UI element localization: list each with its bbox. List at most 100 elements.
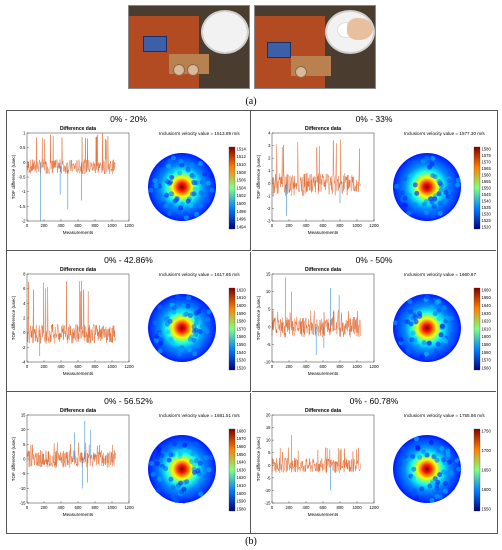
y-tick-label: -10 [19, 486, 26, 491]
disc-cell [444, 198, 450, 204]
colorbar-tick-label: 1590 [482, 342, 492, 347]
x-tick-label: 400 [303, 223, 311, 228]
disc-cell [177, 443, 183, 449]
plot-frame [271, 132, 375, 222]
disc-cell [430, 480, 436, 486]
disc-cell [205, 180, 211, 186]
x-tick-label: 200 [41, 364, 49, 369]
disc-cell [194, 211, 200, 217]
disc-cell [167, 210, 173, 216]
x-tick-label: 600 [320, 223, 328, 228]
disc-cell [158, 337, 164, 343]
disc-cell [177, 170, 183, 176]
disc-cell [188, 203, 193, 208]
x-tick-label: 1200 [369, 223, 379, 228]
disc-cell [438, 187, 444, 193]
colorbar-tick-label: 1535 [482, 205, 492, 210]
disc-cell [198, 305, 204, 311]
disc-cell [187, 313, 193, 318]
disc-cell [198, 334, 204, 340]
y-tick-label: -1 [267, 193, 271, 198]
x-tick-label: 800 [337, 505, 345, 510]
disc-cell [424, 294, 430, 300]
disc-cell [412, 338, 418, 344]
disc-cell [152, 178, 158, 184]
disc-cell [449, 315, 455, 321]
velocity-text: Inclusion's velocity value = 1513.89 m/s [159, 131, 240, 136]
panel-title: 0% - 42.86% [104, 255, 153, 265]
y-tick-label: 4 [23, 301, 26, 306]
colorbar-tick-label: 1504 [237, 185, 247, 190]
x-tick-label: 400 [58, 364, 66, 369]
difference-plot: Difference data TOF difference (usec) Meas… [11, 408, 247, 517]
colorbar-tick-label: 1550 [237, 342, 247, 347]
colorbar-tick-label: 1640 [482, 303, 492, 308]
y-tick-label: -5 [22, 471, 26, 476]
disc-cell [186, 347, 192, 353]
disc-cell [170, 155, 176, 161]
disc-cell [198, 491, 204, 497]
disc-cell [167, 180, 172, 186]
disc-cell [434, 457, 440, 463]
velocity-text: Inclusion's velocity value = 1617.65 m/s [159, 272, 240, 277]
caption-a: (a) [245, 96, 257, 107]
disc-cell [203, 455, 209, 461]
colorbar [473, 428, 481, 512]
disc-cell [169, 298, 175, 304]
y-tick-label: -1.5 [18, 204, 26, 209]
disc-cell [450, 485, 455, 491]
colorbar-tick-label: 1620 [482, 319, 492, 324]
y-tick-label: -0.5 [18, 175, 26, 180]
disc-cell [198, 203, 203, 209]
difference-plot: Difference data TOF difference (usec) Meas… [11, 126, 247, 235]
disc-cell [406, 452, 412, 458]
disc-cell [168, 336, 174, 342]
colorbar-tick-label: 1620 [237, 475, 247, 480]
disc-cell [167, 318, 173, 324]
y-tick-label: 1 [268, 168, 271, 173]
disc-cell [182, 442, 188, 448]
y-tick-label: 5 [23, 442, 26, 447]
disc-cell [174, 197, 180, 203]
colorbar-tick-label: 1580 [237, 319, 247, 324]
disc-cell [412, 202, 418, 208]
colorbar-tick-label: 1610 [482, 326, 492, 331]
disc-cell [185, 167, 191, 173]
y-tick-label: 2 [268, 156, 271, 161]
disc-cell [183, 215, 189, 221]
disc-cell [169, 169, 174, 175]
y-axis-label: TOF difference (usec) [11, 295, 16, 340]
series-line [26, 442, 116, 468]
colorbar-tick-label: 1508 [237, 170, 247, 175]
colorbar-tick-label: 1660 [237, 444, 247, 449]
y-tick-label: 20 [266, 413, 271, 418]
reconstruction-disc [148, 435, 216, 503]
y-tick-label: 15 [21, 413, 26, 418]
disc-cell [167, 448, 172, 454]
y-axis-label: TOF difference (usec) [11, 154, 16, 199]
disc-cell [399, 190, 405, 196]
disc-cell [170, 494, 176, 500]
disc-cell [414, 495, 420, 501]
disc-cell [415, 344, 420, 350]
disc-cell [173, 498, 179, 504]
colorbar-tick-label: 1560 [482, 172, 492, 177]
colorbar-tick-label: 1650 [237, 452, 247, 457]
disc-cell [450, 191, 456, 197]
disc-cell [181, 303, 187, 309]
caption-b: (b) [245, 536, 257, 547]
disc-cell [201, 483, 206, 489]
x-tick-label: 200 [286, 505, 294, 510]
x-tick-label: 600 [75, 364, 83, 369]
x-tick-label: 1000 [107, 223, 117, 228]
y-tick-label: 0.5 [20, 145, 26, 150]
disc-cell [185, 303, 191, 309]
disc-cell [191, 179, 197, 185]
y-tick-label: -10 [264, 360, 271, 365]
disc-cell [419, 486, 425, 492]
series-line [271, 447, 361, 474]
disc-cell [203, 459, 209, 465]
colorbar-tick-label: 1525 [482, 218, 492, 223]
disc-cell [181, 498, 187, 504]
x-tick-label: 600 [75, 223, 83, 228]
